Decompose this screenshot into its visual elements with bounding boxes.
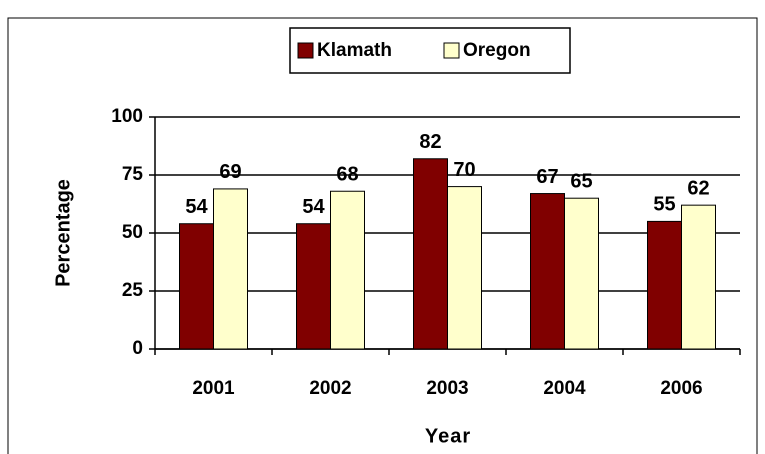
data-label: 54 (185, 196, 208, 218)
legend-label: Klamath (317, 40, 392, 61)
x-tick-label: 2001 (192, 378, 235, 399)
legend-label: Oregon (463, 40, 531, 61)
y-tick-label: 25 (122, 280, 144, 301)
data-label: 54 (302, 196, 325, 218)
bar (647, 220, 682, 350)
data-label: 68 (336, 164, 358, 186)
bar (564, 197, 599, 350)
x-axis-label: Year (425, 425, 471, 447)
data-label: 69 (219, 161, 241, 183)
x-tick-label: 2004 (543, 378, 586, 399)
bar (296, 223, 331, 350)
data-label: 65 (570, 170, 592, 192)
y-tick-label: 50 (122, 222, 143, 243)
x-tick-label: 2003 (426, 378, 468, 399)
bar (530, 193, 565, 350)
x-tick-label: 2006 (660, 378, 702, 399)
bar (413, 158, 448, 350)
chart-border (7, 17, 758, 454)
data-label: 62 (687, 177, 709, 199)
y-axis-label: Percentage (52, 179, 74, 287)
data-label: 82 (419, 131, 441, 153)
bar (179, 223, 214, 350)
bar (213, 188, 248, 350)
bar (447, 186, 482, 350)
bar (330, 190, 365, 350)
legend-box (289, 27, 571, 74)
x-tick-label: 2002 (309, 378, 351, 399)
y-tick-label: 0 (132, 338, 143, 359)
legend-swatch (443, 42, 460, 59)
legend-swatch (297, 42, 314, 59)
y-tick-label: 100 (111, 106, 143, 127)
data-label: 70 (453, 159, 475, 181)
data-label: 67 (536, 166, 558, 188)
bar (681, 204, 716, 350)
data-label: 55 (653, 194, 675, 216)
y-tick-label: 75 (122, 164, 144, 185)
